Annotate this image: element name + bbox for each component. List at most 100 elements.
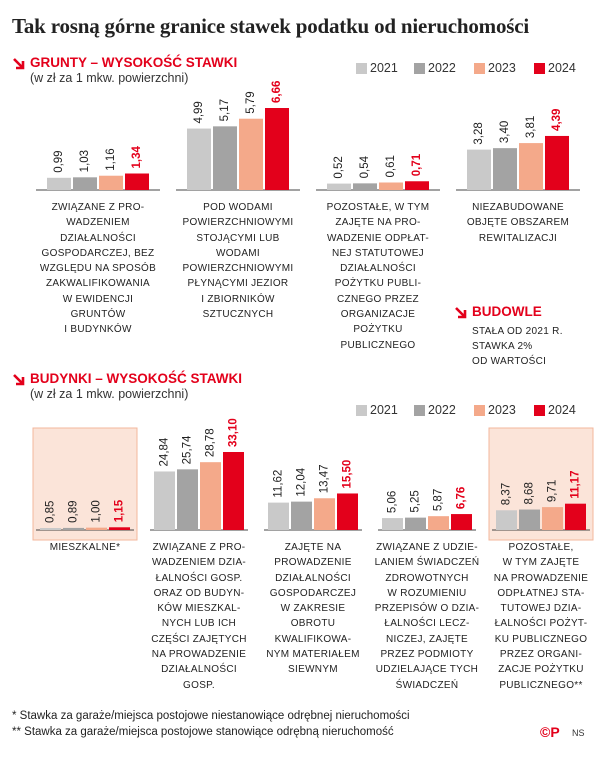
value-label: 6,76 xyxy=(456,487,468,509)
value-label: 25,74 xyxy=(182,435,194,464)
bar xyxy=(496,510,517,530)
legend-entry: 2023 xyxy=(488,403,516,417)
value-label: 8,37 xyxy=(501,483,513,505)
legend-entry: 2022 xyxy=(428,61,456,75)
legend-entry: 2023 xyxy=(488,61,516,75)
footnote: ** Stawka za garaże/miejsca postojowe st… xyxy=(12,726,394,738)
bar xyxy=(73,177,97,190)
bar xyxy=(379,182,403,190)
bar xyxy=(187,128,211,190)
value-label: 5,87 xyxy=(433,489,445,511)
value-label: 3,28 xyxy=(473,122,485,144)
legend-entry: 2021 xyxy=(370,403,398,417)
arrow-icon xyxy=(13,58,25,70)
value-label: 5,25 xyxy=(410,490,422,512)
budowle-title: BUDOWLE xyxy=(472,304,542,319)
bar xyxy=(519,143,543,190)
arrow-icon xyxy=(455,307,467,319)
chart-title: GRUNTY – WYSOKOŚĆ STAWKI xyxy=(30,55,238,70)
value-label: 9,71 xyxy=(547,480,559,502)
bar xyxy=(154,471,175,530)
value-label: 4,99 xyxy=(193,101,205,123)
legend-swatch xyxy=(356,63,367,74)
category-label: ZWIĄZANE Z PRO- WADZENIEM DZIAŁALNOŚCI G… xyxy=(39,202,157,336)
bar xyxy=(213,126,237,190)
bar xyxy=(405,517,426,530)
budowle-text: STAŁA OD 2021 R. STAWKA 2% OD WARTOŚCI xyxy=(472,326,563,367)
category-label: MIESZKALNE* xyxy=(49,542,121,553)
bar xyxy=(565,503,586,530)
legend-swatch xyxy=(534,63,545,74)
value-label: 0,52 xyxy=(333,156,345,178)
bar xyxy=(327,183,351,190)
page-title: Tak rosną górne granice stawek podatku o… xyxy=(12,14,529,38)
bar xyxy=(200,462,221,530)
legend-entry: 2024 xyxy=(548,61,576,75)
chart-subtitle: (w zł za 1 mkw. powierzchni) xyxy=(30,71,189,85)
bar xyxy=(314,498,335,530)
bar xyxy=(467,149,491,190)
category-label: POZOSTAŁE, W TYM ZAJĘTE NA PRO- WADZENIE… xyxy=(326,202,430,351)
value-label: 0,71 xyxy=(411,153,423,176)
arrow-icon xyxy=(13,374,25,386)
value-label: 1,34 xyxy=(131,146,143,169)
legend-swatch xyxy=(534,405,545,416)
legend-swatch xyxy=(474,405,485,416)
value-label: 28,78 xyxy=(205,428,217,457)
bar xyxy=(405,181,429,190)
value-label: 1,15 xyxy=(114,499,126,522)
bar xyxy=(40,527,61,530)
bar xyxy=(177,469,198,530)
value-label: 0,61 xyxy=(385,155,397,177)
value-label: 15,50 xyxy=(342,460,354,489)
legend-entry: 2022 xyxy=(428,403,456,417)
legend-swatch xyxy=(474,63,485,74)
bar xyxy=(493,148,517,190)
bar xyxy=(428,516,449,530)
bar xyxy=(125,173,149,190)
bar xyxy=(268,502,289,530)
budowle-box: BUDOWLE STAŁA OD 2021 R. STAWKA 2% OD WA… xyxy=(452,300,588,382)
value-label: 11,62 xyxy=(273,470,285,498)
bar xyxy=(545,135,569,190)
value-label: 1,03 xyxy=(79,150,91,172)
value-label: 3,81 xyxy=(525,116,537,138)
legend-swatch xyxy=(414,405,425,416)
category-label: NIEZABUDOWANE OBJĘTE OBSZAREM REWITALIZA… xyxy=(466,202,570,244)
bar xyxy=(337,493,358,530)
highlight-box xyxy=(32,427,138,541)
value-label: 24,84 xyxy=(159,437,171,466)
value-label: 0,85 xyxy=(45,501,57,523)
value-label: 3,40 xyxy=(499,121,511,143)
category-label: POD WODAMI POWIERZCHNIOWYMI STOJĄCYMI LU… xyxy=(182,202,294,321)
value-label: 1,16 xyxy=(105,148,117,170)
bar xyxy=(47,177,71,190)
bar xyxy=(353,183,377,190)
value-label: 8,68 xyxy=(524,482,536,504)
credit: NS xyxy=(572,728,585,738)
bar xyxy=(223,452,244,530)
category-label: ZWIĄZANE Z PRO- WADZENIEM DZIA- ŁALNOŚCI… xyxy=(151,542,247,691)
chart-title: BUDYNKI – WYSOKOŚĆ STAWKI xyxy=(30,371,243,386)
bar xyxy=(519,509,540,530)
bar xyxy=(291,501,312,530)
legend-swatch xyxy=(414,63,425,74)
bar xyxy=(86,527,107,530)
value-label: 6,66 xyxy=(271,81,283,103)
category-label: ZWIĄZANE Z UDZIE- LANIEM ŚWIADCZEŃ ZDROW… xyxy=(374,542,480,691)
bar xyxy=(451,514,472,530)
bar xyxy=(239,118,263,190)
bar xyxy=(382,518,403,530)
bar xyxy=(109,527,130,530)
value-label: 5,79 xyxy=(245,91,257,113)
value-label: 11,17 xyxy=(570,471,582,499)
category-label: POZOSTAŁE, W TYM ZAJĘTE NA PROWADZENIE O… xyxy=(493,542,589,691)
value-label: 13,47 xyxy=(319,464,331,493)
legend-entry: 2024 xyxy=(548,403,576,417)
bar xyxy=(542,507,563,530)
value-label: 5,06 xyxy=(387,491,399,513)
bar xyxy=(265,108,289,190)
bar xyxy=(63,527,84,530)
